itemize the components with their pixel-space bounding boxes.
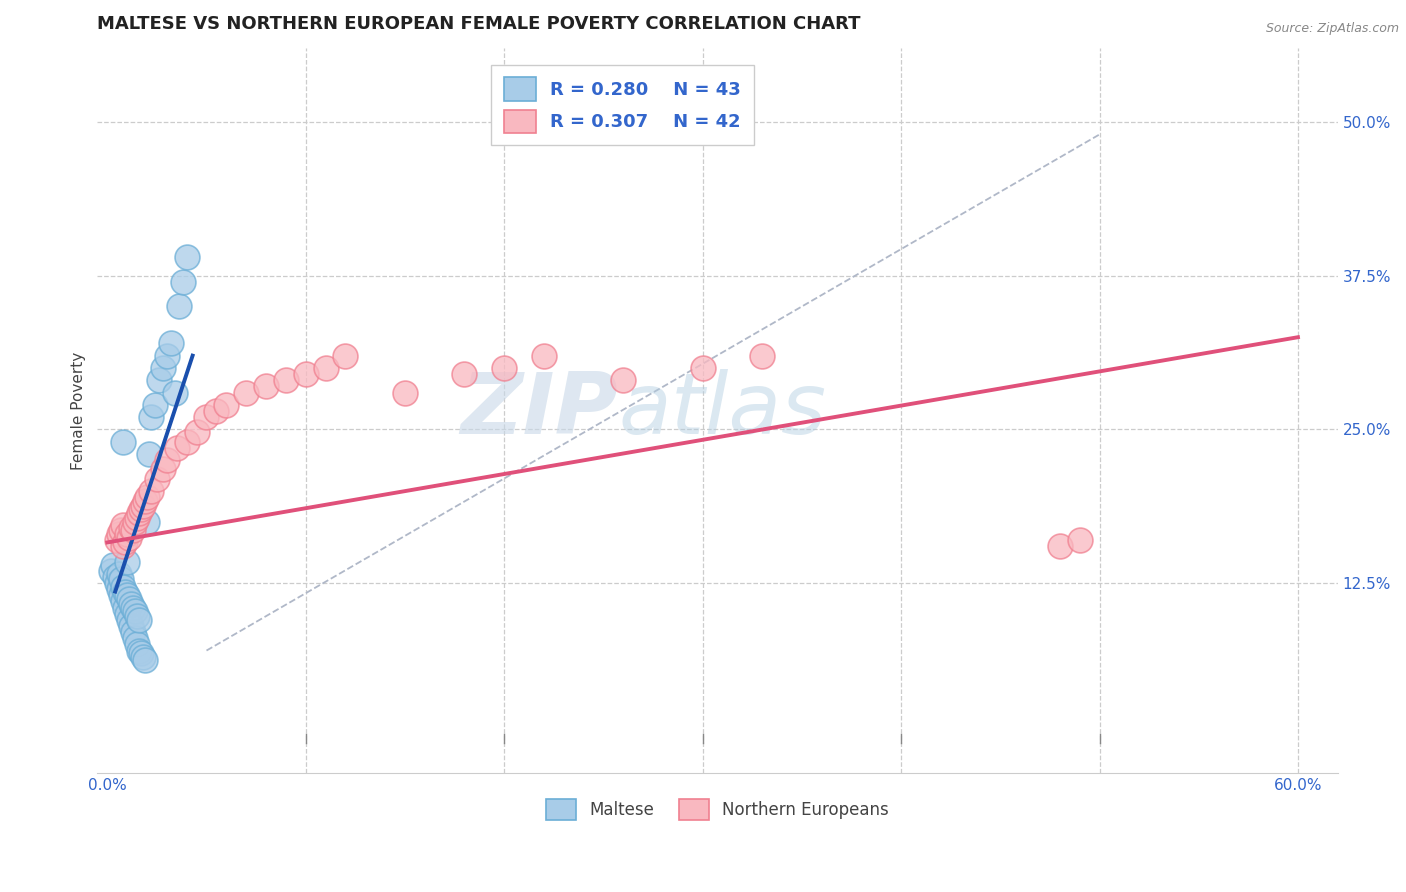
Point [134,653,156,667]
Point [163,385,186,400]
Point [122,600,145,615]
Point [120,597,142,611]
Point [105,576,128,591]
Point [195,410,218,425]
Point [115,607,138,621]
Point [120,521,142,535]
Point [118,613,141,627]
Point [1049,539,1071,553]
Point [134,493,156,508]
Point [128,643,150,657]
Point [152,360,174,375]
Point [453,367,475,381]
Point [112,434,135,449]
Point [159,336,181,351]
Point [156,453,179,467]
Point [118,531,141,545]
Point [114,600,136,615]
Point [112,518,135,533]
Point [114,584,136,599]
Point [114,535,136,549]
Point [394,385,416,400]
Point [108,582,131,596]
Point [115,588,138,602]
Point [132,649,155,664]
Point [139,483,162,498]
Point [120,619,142,633]
Point [129,646,152,660]
Point [112,539,135,553]
Point [132,499,155,513]
Point [108,567,131,582]
Point [124,515,146,529]
Point [115,526,138,541]
Point [100,564,122,578]
Point [494,360,516,375]
Point [122,523,145,537]
Point [136,490,159,504]
Point [751,349,773,363]
Point [176,250,198,264]
Point [172,275,194,289]
Point [128,506,150,520]
Point [166,441,188,455]
Point [205,404,228,418]
Point [136,515,159,529]
Point [294,367,316,381]
Y-axis label: Female Poverty: Female Poverty [72,351,86,470]
Point [335,349,357,363]
Point [167,300,190,314]
Point [176,434,198,449]
Point [186,425,208,439]
Point [315,360,337,375]
Point [1069,533,1091,547]
Point [118,591,141,606]
Point [129,502,152,516]
Point [125,511,148,525]
Point [692,360,714,375]
Point [612,373,634,387]
Point [152,461,174,475]
Point [112,594,135,608]
Point [124,604,146,618]
Point [110,523,132,537]
Point [115,555,138,569]
Text: atlas: atlas [619,369,827,452]
Point [128,613,150,627]
Point [112,580,135,594]
Point [104,570,127,584]
Point [533,349,555,363]
Point [125,637,148,651]
Point [254,379,277,393]
Point [156,349,179,363]
Point [274,373,297,387]
Text: Source: ZipAtlas.com: Source: ZipAtlas.com [1265,22,1399,36]
Point [139,410,162,425]
Text: ZIP: ZIP [461,369,619,452]
Point [146,471,169,485]
Point [105,533,128,547]
Point [124,632,146,646]
Point [122,625,145,640]
Text: MALTESE VS NORTHERN EUROPEAN FEMALE POVERTY CORRELATION CHART: MALTESE VS NORTHERN EUROPEAN FEMALE POVE… [97,15,860,33]
Point [143,398,166,412]
Point [148,373,170,387]
Point [235,385,257,400]
Point [125,609,148,624]
Point [138,447,160,461]
Point [110,588,132,602]
Point [110,572,132,586]
Point [103,558,125,572]
Point [215,398,238,412]
Point [108,526,131,541]
Legend: Maltese, Northern Europeans: Maltese, Northern Europeans [538,792,896,827]
